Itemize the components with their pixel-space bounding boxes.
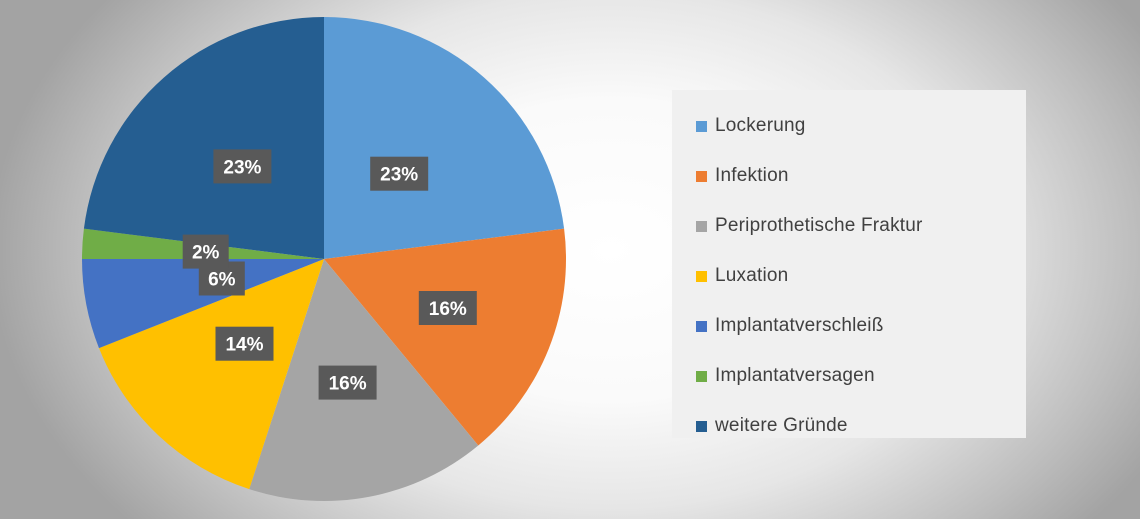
legend-label: Lockerung [715,115,806,136]
data-label-lockerung: 23% [370,156,429,191]
legend-label: Luxation [715,265,789,286]
data-label-text: 16% [329,374,367,395]
data-label-weitere-gruende: 23% [213,149,272,184]
legend-label: Infektion [715,165,789,186]
data-label-text: 23% [223,157,261,178]
pie-slice-weitere-gruende [83,17,324,259]
legend-item-periprothetische-fraktur: Periprothetische Fraktur [672,201,1026,251]
legend-label: Periprothetische Fraktur [715,215,923,236]
pie-data-labels: 23% 16% 16% 14% 6% 2% 23% [182,149,477,400]
legend-label: weitere Gründe [715,415,848,436]
data-label-infektion: 16% [418,291,477,325]
data-label-box [370,156,429,191]
legend-item-implantatversagen: Implantatversagen [672,351,1026,401]
pie-slice-implantatverschleiss [82,259,324,349]
data-label-text: 6% [208,270,236,291]
legend-swatch [696,170,707,182]
legend-swatch [696,420,707,432]
data-label-box [318,365,377,400]
data-label-text: 16% [429,299,467,320]
pie-slices [82,17,566,502]
legend-item-luxation: Luxation [672,251,1026,301]
chart-legend: Lockerung Infektion Periprothetische Frakt… [672,90,1026,438]
pie-slice-lockerung [324,17,565,259]
data-label-box [215,326,274,361]
pie-slice-infektion [324,228,566,446]
legend-item-lockerung: Lockerung [672,101,1026,151]
legend-swatch [696,320,707,332]
data-label-text: 14% [225,335,263,356]
data-label-periprothetische-fraktur: 16% [318,365,377,400]
data-label-box [213,149,272,184]
legend-label: Implantatversagen [715,365,875,386]
data-label-text: 23% [380,165,418,186]
data-label-luxation: 14% [215,326,274,361]
data-label-text: 2% [192,243,220,264]
data-label-box [182,234,229,269]
data-label-box [418,291,477,325]
legend-swatch [696,370,707,382]
legend-swatch [696,120,707,132]
legend-label: Implantatverschleiß [715,315,884,336]
legend-swatch [696,220,707,232]
legend-item-implantatverschleiss: Implantatverschleiß [672,301,1026,351]
pie-slice-luxation [98,259,325,490]
legend-item-weitere-gruende: weitere Gründe [672,401,1026,451]
data-label-implantatversagen: 2% [182,234,229,269]
legend-swatch [696,270,707,282]
legend-item-infektion: Infektion [672,151,1026,201]
